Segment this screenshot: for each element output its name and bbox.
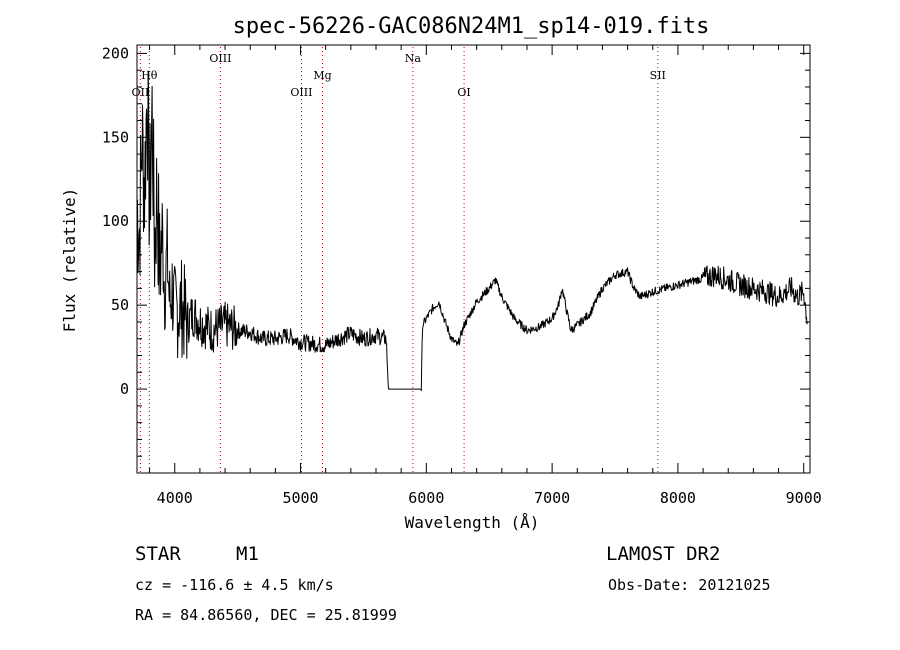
object-subclass: M1 bbox=[236, 543, 259, 565]
spectral-line-label: OI bbox=[457, 86, 470, 99]
plot-frame bbox=[136, 44, 811, 474]
obs-date: Obs-Date: 20121025 bbox=[608, 576, 771, 594]
plot-border bbox=[136, 44, 811, 474]
spectral-line-label: OIII bbox=[290, 86, 312, 99]
y-axis-label: Flux (relative) bbox=[60, 188, 79, 333]
x-tick-label: 4000 bbox=[157, 489, 193, 507]
spectral-line-label: Na bbox=[405, 52, 422, 65]
y-tick-label: 100 bbox=[102, 212, 129, 230]
y-tick-label: 50 bbox=[111, 296, 129, 314]
x-tick-label: 7000 bbox=[534, 489, 570, 507]
x-tick-label: 8000 bbox=[660, 489, 696, 507]
coordinates-value: RA = 84.86560, DEC = 25.81999 bbox=[135, 606, 397, 624]
object-class: STAR bbox=[135, 543, 181, 565]
y-tick-label: 200 bbox=[102, 44, 129, 62]
spectrum-line bbox=[136, 70, 808, 392]
spectral-line-label: SII bbox=[650, 69, 666, 82]
x-axis-label: Wavelength (Å) bbox=[405, 513, 540, 532]
x-tick-label: 9000 bbox=[786, 489, 822, 507]
redshift-value: cz = -116.6 ± 4.5 km/s bbox=[135, 576, 334, 594]
chart-title: spec-56226-GAC086N24M1_sp14-019.fits bbox=[233, 14, 710, 39]
survey-label: LAMOST DR2 bbox=[606, 543, 720, 565]
spectral-line-label: OII bbox=[132, 86, 150, 99]
x-axis-ticks: 4000 5000 6000 7000 8000 9000 bbox=[149, 45, 822, 507]
spectral-line-label: OIII bbox=[209, 52, 231, 65]
spectral-line-label: Hθ bbox=[141, 69, 158, 82]
x-tick-label: 5000 bbox=[282, 489, 318, 507]
y-tick-label: 0 bbox=[120, 380, 129, 398]
y-tick-label: 150 bbox=[102, 128, 129, 146]
spectral-line-label: Mg bbox=[313, 69, 331, 82]
x-tick-label: 6000 bbox=[408, 489, 444, 507]
y-axis-ticks: 0 50 100 150 200 bbox=[102, 44, 810, 457]
spectrum-series bbox=[136, 70, 808, 392]
spectral-line-markers bbox=[139, 47, 659, 473]
